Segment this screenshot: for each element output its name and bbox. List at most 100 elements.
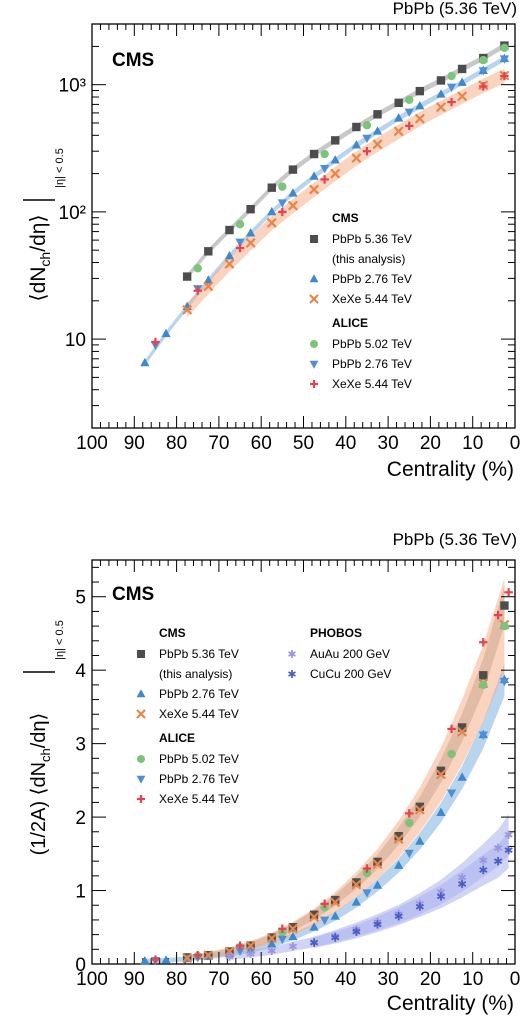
point-cms-pbpb-2-76-tev [246, 228, 256, 237]
y-tick-label: 5 [75, 588, 86, 609]
legend-label: PbPb 5.02 TeV [159, 752, 239, 766]
chart-bottom-title: PbPb (5.36 TeV) [393, 530, 517, 549]
point-phobos-auau-200-gev [225, 952, 234, 961]
point-cms-xexe-5-44-tev [309, 184, 320, 195]
point-cms-xexe-5-44-tev [182, 953, 193, 964]
point-cms-pbpb-2-76-tev [436, 807, 446, 817]
point-cms-pbpb-2-76-tev [203, 275, 213, 284]
point-alice-xexe-5-44-tev [405, 809, 414, 818]
x-tick-label: 40 [335, 969, 356, 990]
legend-marker [310, 235, 318, 243]
point-cms-xexe-5-44-tev [414, 804, 425, 815]
point-cms-pbpb-5-36-tev [352, 878, 361, 887]
point-cms-pbpb-5-36-tev [436, 76, 446, 85]
point-alice-pbpb-2-76-tev [320, 164, 330, 174]
point-alice-xexe-5-44-tev [479, 82, 488, 91]
x-tick-label: 80 [166, 433, 187, 454]
point-cms-pbpb-2-76-tev [140, 357, 150, 367]
point-alice-xexe-5-44-tev [320, 899, 329, 908]
plot-frame [91, 23, 516, 429]
svg-text:⟨dNch/dη⟩: ⟨dNch/dη⟩ [27, 214, 53, 301]
point-alice-pbpb-2-76-tev [404, 108, 414, 118]
legend-heading: CMS [159, 626, 186, 640]
axis-ticks [91, 23, 516, 429]
legend-sublabel: (this analysis) [332, 252, 405, 266]
legend-label: CuCu 200 GeV [310, 667, 391, 681]
point-cms-pbpb-5-36-tev [373, 110, 382, 119]
point-phobos-cucu-200-gev [352, 927, 361, 936]
legend-marker [136, 689, 146, 698]
x-tick-label: 100 [76, 969, 108, 990]
point-alice-xexe-5-44-tev [479, 638, 488, 647]
point-cms-xexe-5-44-tev [372, 859, 383, 870]
point-cms-pbpb-2-76-tev [288, 188, 298, 197]
legend-marker [309, 274, 319, 283]
legend-marker [309, 294, 319, 304]
point-alice-pbpb-5-02-tev [362, 868, 372, 878]
point-cms-pbpb-5-36-tev [352, 122, 361, 132]
legend-marker [309, 360, 319, 369]
experiment-label: CMS [112, 50, 154, 71]
point-phobos-cucu-200-gev [504, 845, 513, 855]
point-cms-pbpb-2-76-tev [161, 328, 171, 338]
point-cms-xexe-5-44-tev [203, 950, 214, 961]
point-alice-pbpb-5-02-tev [362, 121, 372, 130]
y-tick-label: 10² [59, 203, 86, 224]
point-alice-xexe-5-44-tev [278, 207, 287, 217]
x-tick-label: 0 [510, 433, 520, 454]
point-cms-pbpb-2-76-tev [394, 860, 404, 869]
legend-heading: PHOBOS [310, 626, 362, 640]
point-cms-pbpb-5-36-tev [373, 857, 382, 867]
y-tick-label: 2 [75, 808, 86, 829]
legend: CMS PbPb 5.36 TeV (this analysis) PbPb 2.76… [309, 211, 412, 391]
point-alice-xexe-5-44-tev [235, 941, 245, 950]
point-alice-pbpb-2-76-tev [235, 238, 245, 248]
legend-label: XeXe 5.44 TeV [332, 292, 412, 306]
legend-marker [288, 650, 296, 658]
x-tick-label: 50 [293, 969, 314, 990]
point-alice-pbpb-5-02-tev [500, 43, 509, 52]
point-cms-pbpb-5-36-tev [182, 272, 192, 281]
legend-label: PbPb 2.76 TeV [159, 687, 239, 701]
y-label-main: ⟨dN [27, 267, 50, 302]
point-alice-pbpb-5-02-tev [235, 220, 245, 229]
point-alice-pbpb-2-76-tev [446, 83, 457, 92]
point-cms-pbpb-5-36-tev [288, 165, 298, 174]
point-cms-pbpb-2-76-tev [436, 89, 446, 98]
legend-marker [310, 340, 318, 348]
chart-bottom: PbPb (5.36 TeV) 100 90 80 70 60 50 40 30 20 10 001… [23, 530, 520, 1015]
point-cms-pbpb-5-36-tev [500, 601, 509, 610]
legend-sublabel: (this analysis) [159, 667, 232, 681]
point-phobos-auau-200-gev [504, 830, 513, 839]
uncertainty-bands [144, 42, 505, 366]
point-cms-pbpb-2-76-tev [140, 956, 150, 965]
x-tick-label: 90 [124, 969, 145, 990]
point-cms-pbpb-2-76-tev [351, 140, 361, 149]
point-alice-pbpb-5-02-tev [320, 149, 329, 159]
point-alice-xexe-5-44-tev [504, 588, 513, 597]
legend-marker [136, 709, 146, 719]
point-phobos-cucu-200-gev [309, 938, 319, 947]
point-alice-xexe-5-44-tev [151, 955, 160, 964]
x-tick-label: 70 [208, 969, 229, 990]
point-cms-pbpb-5-36-tev [309, 149, 319, 159]
point-alice-pbpb-5-02-tev [405, 818, 414, 828]
point-alice-pbpb-2-76-tev [277, 935, 287, 945]
x-tick-label: 60 [251, 969, 272, 990]
point-cms-pbpb-5-36-tev [479, 671, 488, 680]
point-cms-xexe-5-44-tev [287, 923, 298, 934]
point-cms-pbpb-2-76-tev [309, 171, 319, 180]
point-phobos-auau-200-gev [493, 843, 503, 853]
point-cms-pbpb-5-36-tev [225, 225, 234, 235]
point-cms-xexe-5-44-tev [414, 113, 425, 124]
y-label-restrict: |η| < 0.5 [54, 148, 66, 188]
point-cms-xexe-5-44-tev [372, 139, 383, 150]
point-alice-xexe-5-44-tev [500, 71, 509, 81]
point-alice-pbpb-2-76-tev [362, 889, 372, 898]
point-cms-pbpb-2-76-tev [224, 250, 235, 260]
x-tick-label: 30 [378, 433, 399, 454]
point-cms-pbpb-2-76-tev [372, 126, 383, 135]
point-alice-pbpb-5-02-tev [479, 680, 488, 690]
point-alice-xexe-5-44-tev [362, 147, 372, 156]
point-phobos-cucu-200-gev [394, 912, 403, 921]
